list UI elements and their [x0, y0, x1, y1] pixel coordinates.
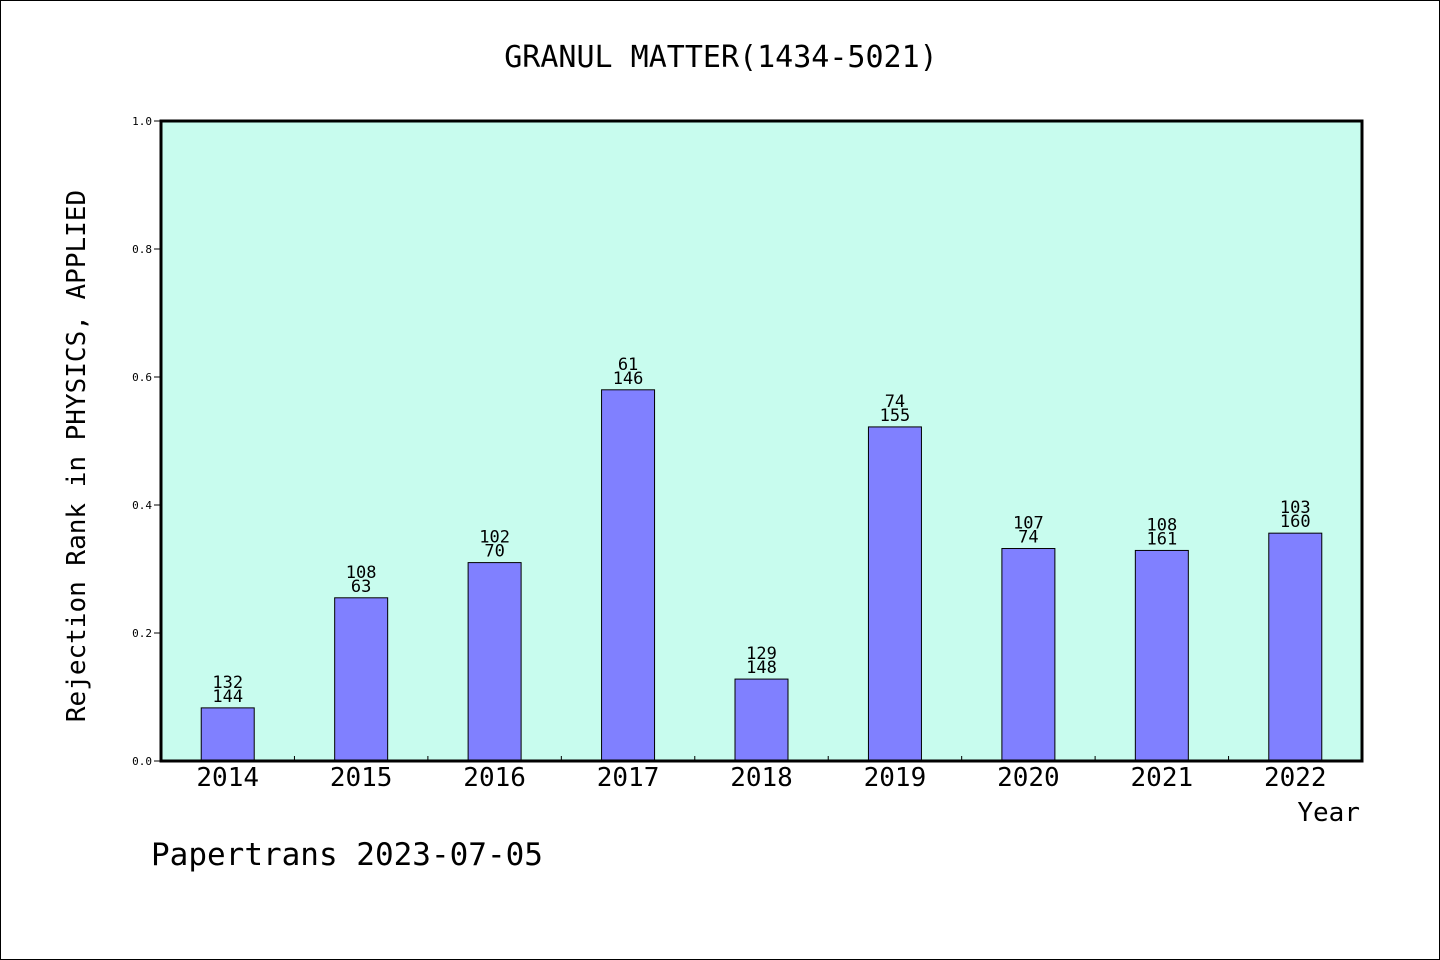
- x-axis: 2014 2015 2016 2017 2018 2019 2020 2021 2022: [196, 756, 1327, 793]
- y-tick-label: 0.2: [132, 627, 152, 640]
- x-tick-label-2014: 2014: [196, 763, 259, 793]
- data-label-bottom-2018: 148: [746, 658, 777, 678]
- data-label-bottom-2017: 146: [613, 369, 644, 389]
- bar-2015: [334, 597, 389, 762]
- x-tick-label-2021: 2021: [1131, 763, 1194, 793]
- x-tick-label-2018: 2018: [730, 763, 793, 793]
- chart-title: GRANUL MATTER(1434-5021): [504, 40, 937, 75]
- data-label-top-2018: 129: [746, 644, 777, 664]
- data-label-bottom-2016: 70: [484, 542, 504, 562]
- data-label-top-2022: 103: [1280, 498, 1311, 518]
- data-label-top-2017: 61: [618, 355, 638, 375]
- bar-2019: [867, 426, 922, 762]
- bar-2021: [1134, 549, 1189, 762]
- y-tick-label: 0.4: [132, 499, 152, 512]
- y-tick-label: 0.8: [132, 243, 152, 256]
- data-label-bottom-2021: 161: [1146, 529, 1177, 549]
- bar-2016: [467, 562, 522, 762]
- x-tick-label-2015: 2015: [330, 763, 393, 793]
- footer-text: Papertrans 2023-07-05: [151, 837, 543, 873]
- data-label-top-2014: 132: [212, 673, 243, 693]
- data-label-top-2016: 102: [479, 528, 510, 548]
- y-axis: 0.0 0.2 0.4 0.6 0.8 1.0: [132, 115, 161, 768]
- data-label-top-2015: 108: [346, 563, 377, 583]
- y-tick-label: 0.0: [132, 755, 152, 768]
- bar-2014: [200, 707, 255, 762]
- plot-border: [159, 119, 1364, 763]
- x-tick-label-2020: 2020: [997, 763, 1060, 793]
- bars-group: 1321441086310270611461291487415510774108…: [200, 355, 1323, 762]
- x-tick-label-2016: 2016: [463, 763, 526, 793]
- x-tick-label-2022: 2022: [1264, 763, 1327, 793]
- data-label-top-2020: 107: [1013, 514, 1044, 534]
- bar-2018: [734, 678, 789, 762]
- y-tick-label: 1.0: [132, 115, 152, 128]
- bar-2022: [1268, 532, 1323, 762]
- data-label-bottom-2022: 160: [1280, 512, 1311, 532]
- y-axis-label: Rejection Rank in PHYSICS, APPLIED: [62, 190, 92, 722]
- data-label-bottom-2019: 155: [880, 406, 911, 426]
- bar-2017: [601, 389, 656, 762]
- data-label-top-2021: 108: [1146, 515, 1177, 535]
- data-label-bottom-2020: 74: [1018, 528, 1038, 548]
- y-tick-label: 0.6: [132, 371, 152, 384]
- bar-2020: [1001, 548, 1056, 762]
- data-label-bottom-2014: 144: [212, 687, 243, 707]
- data-label-bottom-2015: 63: [351, 577, 371, 597]
- x-axis-label: Year: [1297, 798, 1360, 828]
- x-tick-label-2017: 2017: [597, 763, 660, 793]
- x-tick-label-2019: 2019: [864, 763, 927, 793]
- data-label-top-2019: 74: [885, 392, 905, 412]
